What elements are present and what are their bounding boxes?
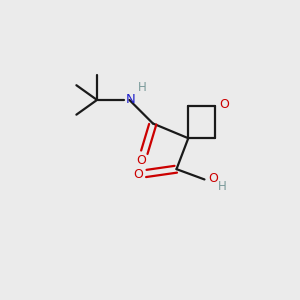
Text: H: H [218, 180, 226, 193]
Text: H: H [138, 81, 147, 94]
Text: N: N [126, 93, 136, 106]
Text: O: O [208, 172, 218, 185]
Text: O: O [133, 168, 143, 181]
Text: O: O [219, 98, 229, 111]
Text: O: O [136, 154, 146, 167]
